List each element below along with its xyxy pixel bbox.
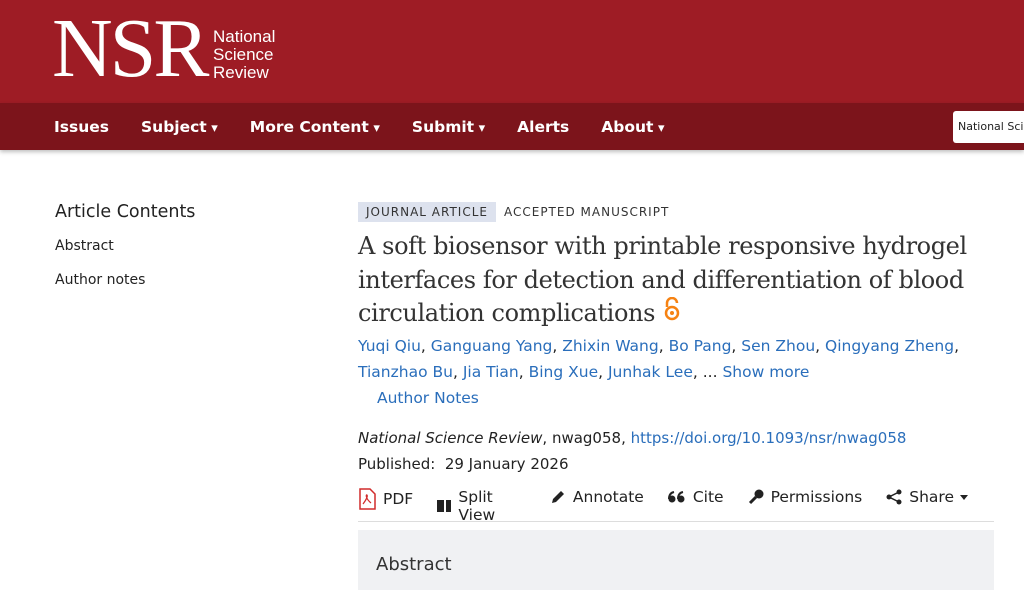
nav-item[interactable]: More Content — [250, 118, 380, 136]
journal-name: National Science Review — [358, 428, 543, 447]
author-link[interactable]: Qingyang Zheng — [825, 337, 959, 355]
tool-button[interactable]: Cite — [667, 488, 724, 506]
annotate-icon — [551, 491, 564, 503]
sidebar: Article Contents Abstract Author notes — [55, 202, 195, 306]
sidebar-link[interactable]: Abstract — [55, 238, 114, 254]
author-link[interactable]: Bing Xue — [529, 363, 608, 381]
tool-label: Share — [909, 488, 954, 506]
article-type: JOURNAL ARTICLE — [358, 202, 496, 222]
nav-item[interactable]: About — [601, 118, 664, 136]
share-icon — [886, 489, 902, 505]
tool-label: PDF — [383, 490, 414, 508]
cite-icon — [667, 491, 685, 503]
logo[interactable]: NSR — [52, 2, 209, 95]
tool-button[interactable]: Annotate — [550, 488, 644, 506]
article-id: nwag058 — [542, 429, 630, 447]
citation: National Science Reviewnwag058https://do… — [358, 425, 998, 477]
nav-bar: Issues Subject More Content Submit Alert… — [0, 103, 1024, 150]
tool-label: Permissions — [770, 488, 863, 506]
doi-link[interactable]: https://doi.org/10.1093/nsr/nwag058 — [630, 428, 907, 447]
tool-button[interactable]: PDF — [358, 488, 413, 510]
tool-button[interactable]: Share — [886, 488, 970, 506]
logo-line: Review — [213, 63, 269, 82]
caret-icon — [960, 495, 968, 500]
author-link[interactable]: Sen Zhou — [741, 337, 825, 355]
tool-button[interactable]: Split View — [437, 488, 526, 524]
sidebar-link[interactable]: Author notes — [55, 272, 146, 288]
abstract-box: Abstract — [358, 530, 994, 590]
author-link[interactable]: Junhak Lee — [608, 363, 703, 381]
screen: NSR National Science Review Issues Subje… — [0, 0, 1024, 576]
tool-label: Annotate — [572, 488, 644, 506]
page: {"header":{"logo":"NSR","logo_lines":["N… — [0, 0, 1024, 576]
ellipsis: ... — [702, 362, 718, 381]
nav-item[interactable]: Submit — [412, 118, 485, 136]
logo-line: Science — [213, 45, 274, 64]
sidebar-title: Article Contents — [55, 202, 196, 222]
published-label: Published: — [358, 454, 436, 473]
abstract-heading: Abstract — [376, 554, 452, 575]
open-access-icon — [664, 296, 680, 321]
author-link[interactable]: Tianzhao Bu — [358, 363, 463, 381]
split-icon — [437, 500, 452, 512]
header: NSR National Science Review — [0, 0, 1024, 103]
author-link[interactable]: Zhixin Wang — [562, 337, 668, 355]
author-link[interactable]: Jia Tian — [463, 363, 529, 381]
nav-item[interactable]: Subject — [141, 118, 218, 136]
logo-text[interactable]: National Science Review — [213, 28, 275, 82]
published-date: 29 January 2026 — [444, 454, 569, 473]
pdf-icon — [359, 488, 376, 510]
tool-label: Cite — [692, 488, 724, 506]
article: JOURNAL ARTICLE ACCEPTED MANUSCRIPT A sof… — [358, 201, 998, 477]
key-icon — [748, 489, 764, 505]
toolbar: PDF Split View Annotate Cite Permissions… — [358, 488, 994, 524]
tool-label: Split View — [458, 488, 496, 524]
author-link[interactable]: Ganguang Yang — [431, 337, 562, 355]
author-notes[interactable]: Author Notes — [377, 388, 479, 407]
tool-button[interactable]: Permissions — [748, 488, 863, 506]
title-text: A soft biosensor with printable responsi… — [358, 232, 967, 327]
article-title: A soft biosensor with printable responsi… — [358, 230, 998, 331]
nav-item[interactable]: Alerts — [517, 117, 570, 136]
nav-item[interactable]: Issues — [54, 117, 109, 136]
author-link[interactable]: Bo Pang — [669, 337, 742, 355]
show-more[interactable]: Show more — [722, 362, 810, 381]
logo-line: National — [213, 27, 276, 46]
article-status: ACCEPTED MANUSCRIPT — [503, 205, 670, 219]
author-link[interactable]: Yuqi Qiu — [358, 337, 431, 355]
search-box[interactable]: National Science Review — [953, 111, 1024, 143]
nav-list: Issues Subject More Content Submit Alert… — [54, 103, 697, 150]
author-list: Yuqi QiuGanguang YangZhixin WangBo PangS… — [358, 333, 998, 411]
